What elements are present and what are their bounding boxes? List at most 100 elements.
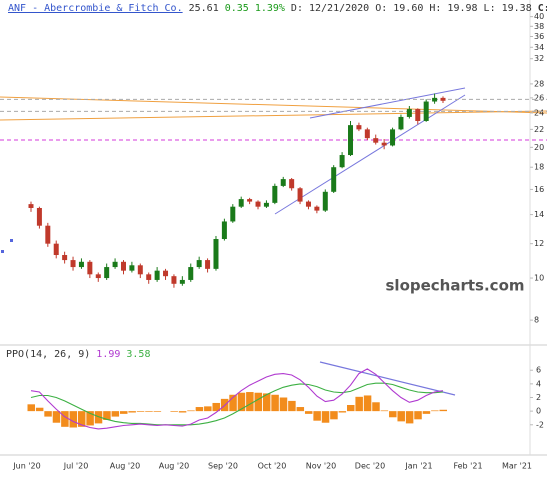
histogram-bar [77, 411, 86, 427]
histogram-bar [128, 411, 136, 413]
histogram-bar [439, 409, 447, 412]
histogram-bar [153, 411, 162, 412]
histogram-bar [86, 411, 94, 426]
candle-body [87, 261, 93, 275]
candle-body [104, 267, 110, 279]
histogram-bar [389, 411, 397, 418]
histogram-bar [414, 411, 422, 420]
quote-high: H: 19.98 [429, 3, 477, 14]
y-tick-label: 4 [536, 379, 541, 388]
candle-body [36, 207, 42, 226]
y-tick-label: 22 [534, 125, 544, 134]
histogram-bar [195, 407, 204, 412]
y-tick-label: 2 [536, 393, 541, 402]
histogram-bar [145, 411, 153, 412]
histogram-bar [69, 411, 78, 428]
histogram-bar [397, 411, 405, 422]
y-tick-label: 0 [536, 407, 541, 416]
candle-body [179, 279, 185, 284]
x-tick-label: Jul '20 [63, 462, 89, 471]
histogram-bar [338, 411, 347, 413]
histogram-bar [52, 411, 61, 423]
candle-body [289, 179, 295, 189]
histogram-bar [431, 410, 439, 412]
candle-body [28, 204, 34, 208]
candle-body [255, 201, 261, 207]
y-tick-label: 40 [534, 12, 544, 21]
candle-body [272, 185, 278, 203]
candle-body [305, 201, 311, 207]
candle-body [129, 265, 135, 271]
trend-line [0, 110, 547, 121]
y-tick-label: 26 [534, 93, 544, 102]
quote-change: 0.35 [225, 3, 249, 14]
candle-body [62, 255, 68, 261]
ticker-link[interactable]: ANF - Abercrombie & Fitch Co. [8, 3, 183, 14]
quote-change-pct: 1.39% [255, 3, 285, 14]
histogram-bar [422, 411, 431, 414]
candle-body [95, 274, 101, 279]
x-tick-label: Sep '20 [208, 462, 238, 471]
candle-body [314, 206, 320, 211]
marker [1, 250, 4, 253]
histogram-bar [304, 411, 313, 414]
candle-body [331, 167, 337, 192]
histogram-bar [313, 411, 321, 421]
candle-body [120, 261, 126, 271]
y-tick-label: 32 [534, 54, 544, 63]
candle-body [196, 260, 202, 268]
histogram-bar [229, 394, 237, 412]
histogram-bar [254, 392, 263, 412]
quote-date: D: 12/21/2020 [291, 3, 369, 14]
candle-body [322, 191, 328, 211]
candle-body [297, 188, 303, 202]
candle-body [339, 155, 345, 168]
histogram-bar [44, 411, 52, 417]
x-tick-label: Jan '21 [404, 462, 432, 471]
y-tick-label: 34 [534, 43, 544, 52]
histogram-bar [111, 411, 120, 417]
x-tick-label: Oct '20 [258, 462, 287, 471]
candle-body [348, 125, 354, 156]
histogram-bar [237, 392, 246, 412]
y-tick-label: 20 [534, 143, 544, 152]
candle-body [70, 260, 76, 268]
y-tick-label: 24 [534, 108, 544, 117]
candle-body [280, 179, 286, 186]
histogram-bar [94, 411, 103, 424]
histogram-bar [347, 405, 355, 412]
x-tick-label: Dec '20 [355, 462, 385, 471]
candle-body [390, 129, 396, 146]
histogram-bar [330, 411, 338, 420]
candle-body [398, 116, 404, 130]
histogram-bar [119, 411, 128, 414]
x-tick-label: Aug '20 [110, 462, 141, 471]
histogram-bar [170, 411, 178, 412]
candle-body [238, 199, 244, 207]
candle-body [432, 97, 438, 102]
histogram-bar [321, 411, 330, 423]
trend-line [309, 87, 466, 119]
x-tick-label: Feb '21 [453, 462, 482, 471]
ppo-label: PPO(14, 26, 9) [6, 349, 90, 360]
trend-line [319, 361, 456, 396]
trend-line [274, 94, 466, 215]
candle-body [423, 101, 429, 121]
histogram-bar [212, 402, 220, 412]
y-tick-label: 10 [534, 274, 544, 283]
candle-body [78, 261, 84, 268]
candle-body [406, 109, 412, 117]
candle-body [364, 129, 370, 139]
ppo-value: 1.99 [96, 349, 120, 360]
histogram-bar [27, 404, 35, 412]
candle-body [356, 125, 362, 130]
histogram-bar [363, 395, 372, 412]
histogram-bar [187, 410, 195, 412]
candle-body [53, 243, 59, 256]
histogram-bar [136, 411, 145, 412]
histogram-bar [204, 406, 212, 412]
x-tick-label: Aug '20 [159, 462, 190, 471]
ppo-line [30, 368, 444, 430]
histogram-bar [103, 411, 111, 420]
